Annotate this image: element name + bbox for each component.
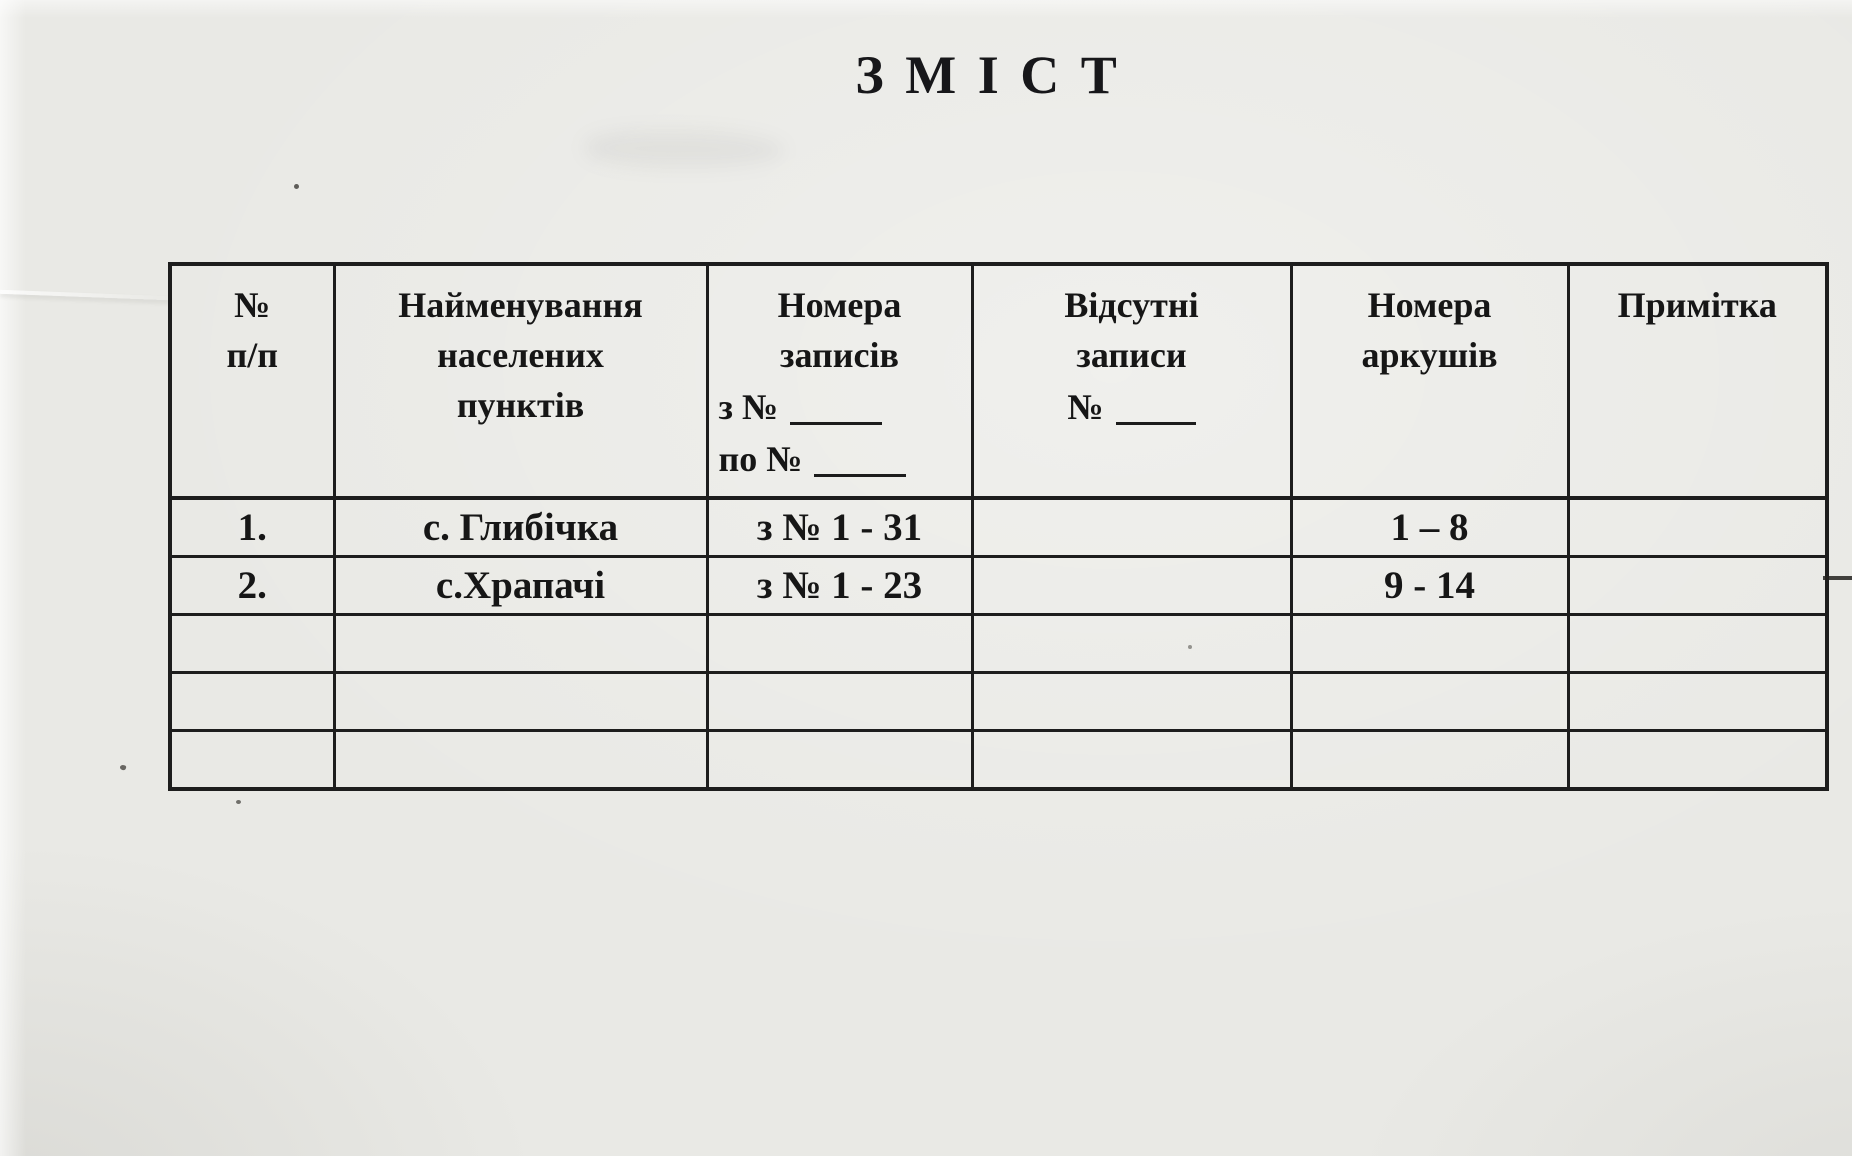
header-text: пунктів (456, 385, 585, 425)
cell-sheets (1289, 729, 1570, 791)
cell-records: з № 1 - 31 (705, 496, 974, 558)
header-text: з № (718, 387, 779, 427)
header-cell-sheet-numbers: Номера аркушів (1289, 262, 1570, 500)
table-row (168, 729, 1829, 791)
blank-line (1115, 386, 1196, 425)
cell-sheets (1289, 671, 1570, 732)
header-cell-note: Примітка (1566, 262, 1829, 500)
cell-sheets: 1 – 8 (1289, 496, 1570, 558)
cell-settlement (332, 729, 709, 791)
cell-settlement: с. Глибічка (332, 496, 709, 558)
cell-num (168, 671, 336, 732)
header-text: по № (718, 439, 803, 479)
header-text: Відсутні (1064, 285, 1199, 325)
cell-records: з № 1 - 23 (705, 555, 974, 616)
header-text: № (234, 285, 271, 325)
header-text: Найменування (398, 285, 643, 325)
header-text: аркушів (1361, 335, 1498, 375)
contents-table: № п/п Найменування населених пунктів Ном… (168, 262, 1829, 791)
blank-line (814, 438, 907, 477)
cell-num: 1. (168, 496, 336, 558)
page-title: З М І С Т (855, 45, 1121, 105)
header-text: Примітка (1617, 285, 1777, 325)
cell-settlement (332, 671, 709, 732)
bleedthrough-smudge (585, 130, 785, 168)
header-text: № (1067, 387, 1104, 427)
table-row (168, 613, 1829, 674)
header-text: записів (780, 335, 899, 375)
paper-speck (119, 764, 127, 771)
header-text: населених (437, 335, 604, 375)
cell-records (705, 729, 974, 791)
cell-sheets (1289, 613, 1570, 674)
cell-missing (970, 613, 1293, 674)
table-row: 1. с. Глибічка з № 1 - 31 1 – 8 (168, 496, 1829, 558)
header-text: Номера (777, 285, 902, 325)
cell-note (1566, 496, 1829, 558)
blank-line (790, 386, 883, 425)
header-text: Номера (1367, 285, 1492, 325)
cell-missing (970, 496, 1293, 558)
cell-num: 2. (168, 555, 336, 616)
cell-records (705, 613, 974, 674)
cell-settlement (332, 613, 709, 674)
header-cell-missing-records: Відсутні записи № (970, 262, 1293, 500)
cell-settlement: с.Храпачі (332, 555, 709, 616)
paper-speck (1188, 645, 1192, 649)
cell-note (1566, 729, 1829, 791)
cell-note (1566, 671, 1829, 732)
paper-speck (294, 184, 299, 189)
cell-missing (970, 671, 1293, 732)
header-text: записи (1076, 335, 1187, 375)
paper-speck (236, 800, 241, 804)
header-cell-num: № п/п (168, 262, 336, 500)
header-cell-settlements: Найменування населених пунктів (332, 262, 709, 500)
header-cell-record-numbers: Номера записів з № по № (705, 262, 974, 500)
scan-line-artifact (1823, 576, 1852, 580)
cell-missing (970, 729, 1293, 791)
cell-sheets: 9 - 14 (1289, 555, 1570, 616)
header-text: п/п (226, 335, 279, 375)
cell-records (705, 671, 974, 732)
cell-note (1566, 555, 1829, 616)
table-row: 2. с.Храпачі з № 1 - 23 9 - 14 (168, 555, 1829, 616)
table-row (168, 671, 1829, 732)
cell-missing (970, 555, 1293, 616)
cell-num (168, 613, 336, 674)
cell-num (168, 729, 336, 791)
cell-note (1566, 613, 1829, 674)
paper-crease (0, 289, 171, 301)
header-row: № п/п Найменування населених пунктів Ном… (168, 262, 1829, 500)
